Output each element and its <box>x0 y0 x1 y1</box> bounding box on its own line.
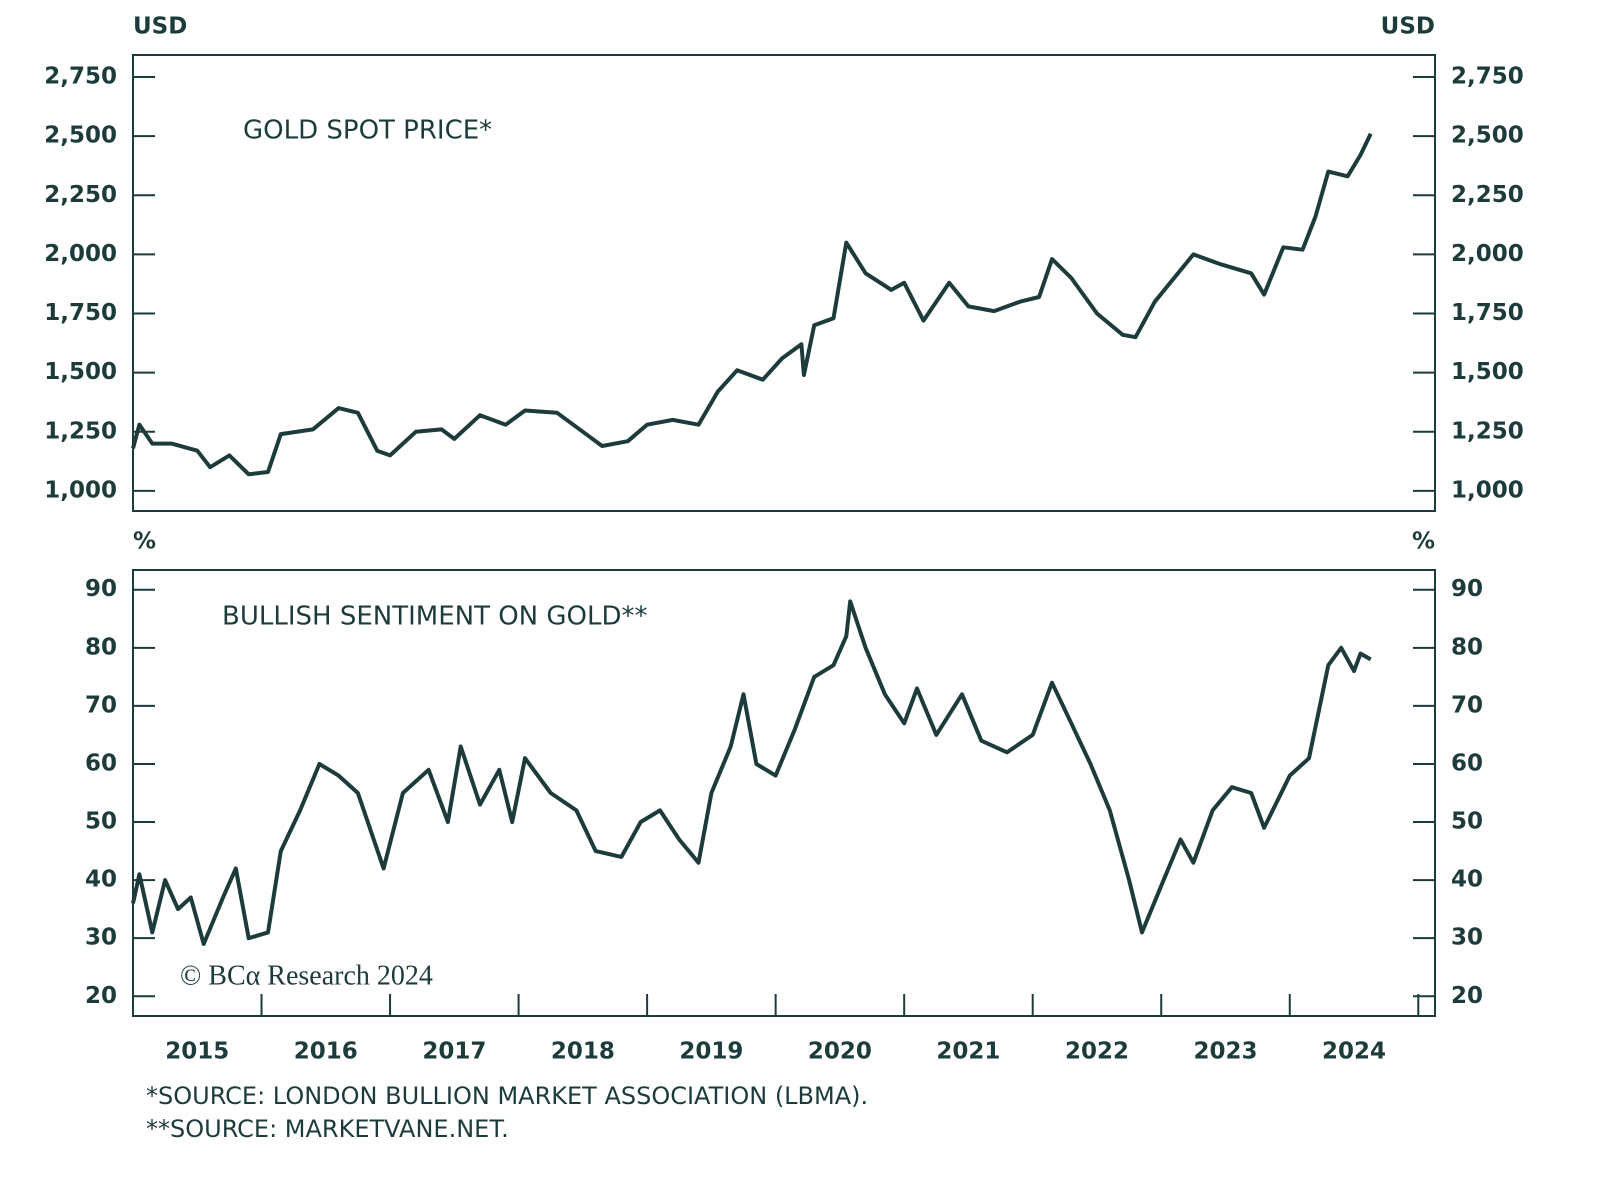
y-tick-label: 2,250 <box>1451 182 1524 208</box>
y-tick-label: 1,000 <box>1451 477 1524 503</box>
y-tick-label: 70 <box>85 692 117 718</box>
x-tick-label: 2015 <box>165 1039 229 1065</box>
y-tick-label: 30 <box>1451 925 1483 951</box>
x-tick-label: 2022 <box>1065 1039 1129 1065</box>
footnote: *SOURCE: LONDON BULLION MARKET ASSOCIATI… <box>146 1082 868 1110</box>
y-tick-label: 1,250 <box>1451 418 1524 444</box>
x-tick-label: 2024 <box>1322 1039 1386 1065</box>
x-tick-label: 2020 <box>808 1039 872 1065</box>
y-unit-label: % <box>133 529 156 555</box>
y-tick-label: 2,500 <box>1451 123 1524 149</box>
panel-title: BULLISH SENTIMENT ON GOLD** <box>222 602 648 632</box>
y-tick-label: 60 <box>85 750 117 776</box>
x-tick-label: 2017 <box>422 1039 486 1065</box>
x-tick-label: 2018 <box>551 1039 615 1065</box>
plot-frame <box>132 569 1436 1017</box>
x-tick-label: 2019 <box>679 1039 743 1065</box>
y-tick-label: 40 <box>1451 867 1483 893</box>
panel-title: GOLD SPOT PRICE* <box>243 116 492 146</box>
y-tick-label: 70 <box>1451 692 1483 718</box>
footnote: **SOURCE: MARKETVANE.NET. <box>146 1115 509 1143</box>
y-tick-label: 1,000 <box>44 477 117 503</box>
y-tick-label: 50 <box>1451 809 1483 835</box>
y-tick-label: 2,500 <box>44 123 117 149</box>
y-tick-label: 2,750 <box>44 63 117 89</box>
y-tick-label: 90 <box>85 576 117 602</box>
plot-frame <box>132 54 1436 512</box>
y-tick-label: 80 <box>1451 634 1483 660</box>
y-tick-label: 50 <box>85 809 117 835</box>
x-tick-label: 2021 <box>936 1039 1000 1065</box>
y-unit-label: % <box>1412 529 1435 555</box>
y-tick-label: 1,250 <box>44 418 117 444</box>
y-tick-label: 80 <box>85 634 117 660</box>
y-tick-label: 2,000 <box>44 241 117 267</box>
data-line <box>131 599 1372 946</box>
credit: © BCα Research 2024 <box>180 960 433 991</box>
y-unit-label: USD <box>1381 14 1435 40</box>
y-tick-label: 90 <box>1451 576 1483 602</box>
data-line <box>131 132 1373 477</box>
y-tick-label: 20 <box>85 983 117 1009</box>
y-unit-label: USD <box>133 14 187 40</box>
y-tick-label: 1,500 <box>44 359 117 385</box>
y-tick-label: 2,000 <box>1451 241 1524 267</box>
y-tick-label: 2,250 <box>44 182 117 208</box>
y-tick-label: 1,500 <box>1451 359 1524 385</box>
x-tick-label: 2023 <box>1193 1039 1257 1065</box>
x-tick-label: 2016 <box>294 1039 358 1065</box>
y-tick-label: 60 <box>1451 750 1483 776</box>
y-tick-label: 20 <box>1451 983 1483 1009</box>
y-tick-label: 1,750 <box>1451 300 1524 326</box>
y-tick-label: 40 <box>85 867 117 893</box>
y-tick-label: 1,750 <box>44 300 117 326</box>
y-tick-label: 2,750 <box>1451 63 1524 89</box>
y-tick-label: 30 <box>85 925 117 951</box>
